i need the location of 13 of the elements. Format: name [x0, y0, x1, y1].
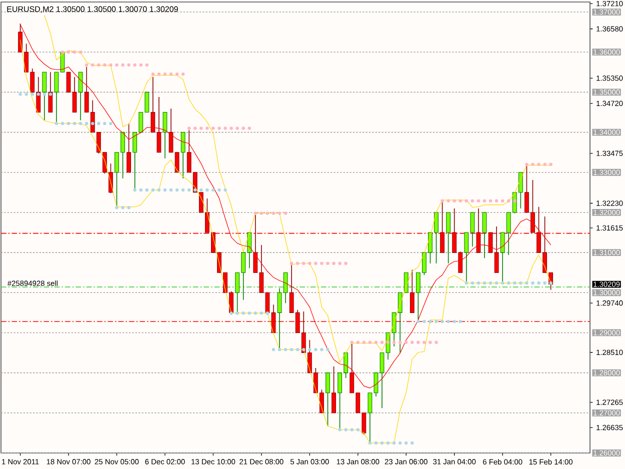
- candlestick: [180, 132, 186, 179]
- candlestick: [482, 212, 487, 259]
- candlestick: [332, 366, 336, 414]
- candlestick: [404, 272, 408, 294]
- chart-title: EURUSD,M2 1.30500 1.30500 1.30070 1.30209: [7, 6, 178, 13]
- candlestick: [126, 123, 132, 173]
- candlestick: [162, 112, 168, 159]
- candlestick: [326, 372, 330, 427]
- candlestick: [48, 72, 53, 113]
- candlestick: [410, 269, 414, 314]
- candlestick: [446, 212, 451, 264]
- candlestick: [78, 72, 83, 121]
- candlestick: [42, 72, 47, 121]
